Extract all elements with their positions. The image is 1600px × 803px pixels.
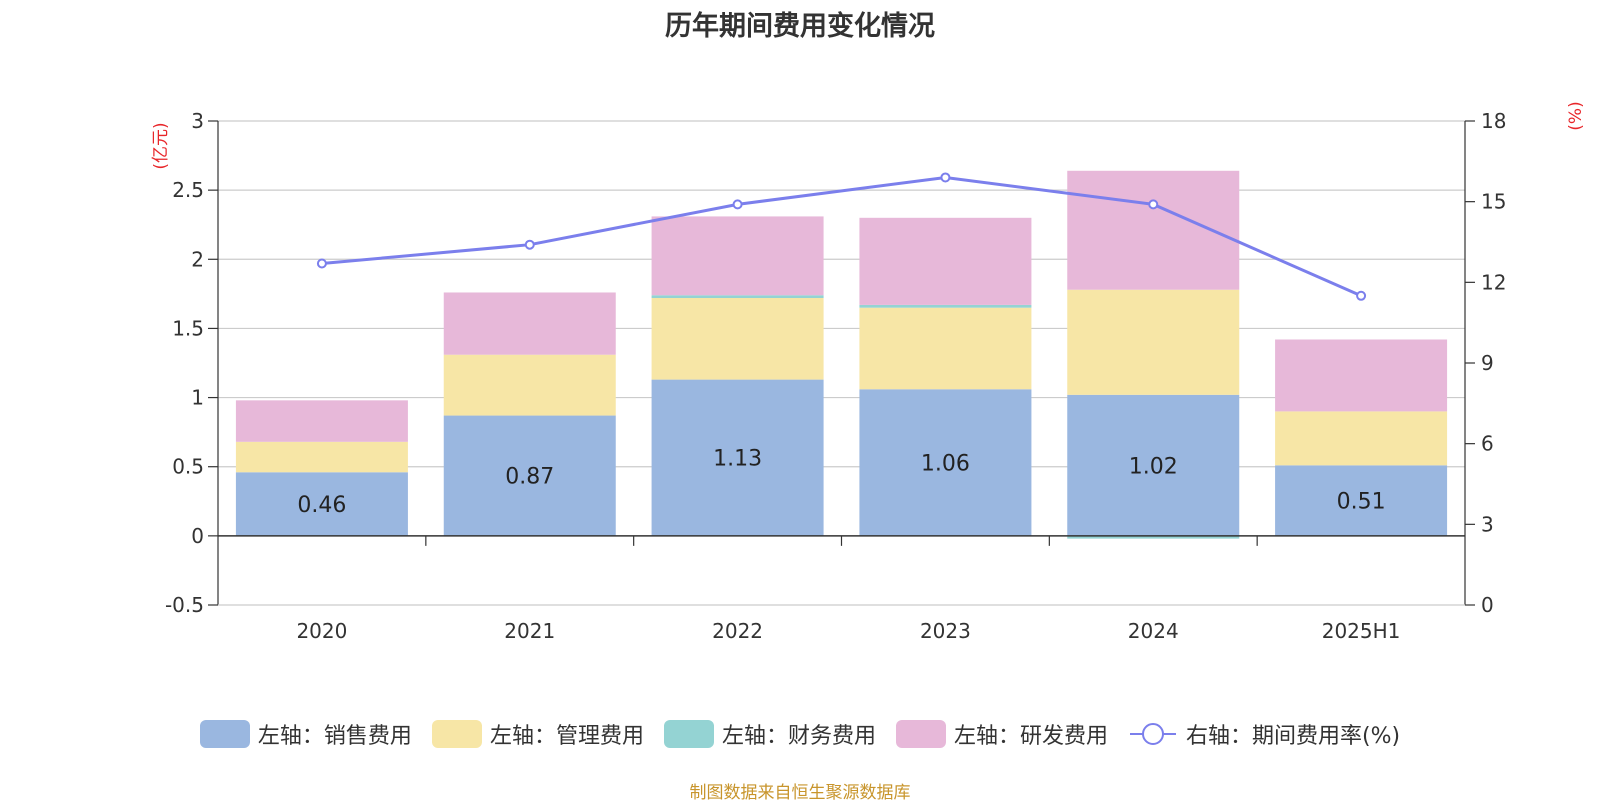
bar-segment [443,354,616,416]
legend-swatch-sales [199,720,250,748]
bar-segment [1067,535,1240,539]
bar-segment [859,217,1032,305]
bar-segment [443,415,616,536]
right-axis-tick-label: 9 [1481,351,1494,375]
right-axis-tick-label: 0 [1481,593,1494,617]
right-axis-unit: (%) [1566,101,1586,130]
bar-segment [651,216,824,296]
data-source-note: 制图数据来自恒生聚源数据库 [689,783,911,803]
legend-item-sales[interactable]: 左轴：销售费用 [199,718,412,750]
category-label: 2024 [1128,619,1179,643]
bar-segment [859,389,1032,536]
legend-item-admin[interactable]: 左轴：管理费用 [431,718,644,750]
left-axis-unit: (亿元) [151,122,171,169]
legend-swatch-admin [431,720,482,748]
rate-point [524,239,535,250]
left-axis-tick-label: 2.5 [172,178,204,202]
legend-line-rate-icon [1129,723,1176,745]
category-label: 2020 [296,619,347,643]
bar-segment [859,307,1032,390]
bar-segment [1067,289,1240,395]
legend-label-admin: 左轴：管理费用 [489,724,644,749]
right-axis-tick-label: 12 [1481,270,1506,294]
category-label: 2022 [712,619,763,643]
chart-legend: 左轴：销售费用 左轴：管理费用 左轴：财务费用 左轴：研发费用 右轴：期间费用率… [0,718,1600,750]
left-axis-tick-label: -0.5 [165,593,204,617]
bar-segment [1275,339,1448,412]
right-axis-tick-label: 3 [1481,512,1494,536]
category-label: 2025H1 [1322,619,1401,643]
left-axis-tick-label: 2 [191,247,204,271]
left-axis-tick-label: 0 [191,524,204,548]
bar-segment [651,298,824,380]
bar-segment [1275,465,1448,536]
bar-data-label: 0.51 [1337,490,1386,515]
bar-segment [859,304,1032,308]
bar-data-label: 1.06 [921,452,970,477]
left-axis-tick-label: 1 [191,386,204,410]
rate-point [316,258,327,269]
legend-swatch-rnd [895,720,946,748]
rate-point [1148,199,1159,210]
category-label: 2023 [920,619,971,643]
legend-item-rate[interactable]: 右轴：期间费用率(%) [1128,718,1400,750]
legend-item-finance[interactable]: 左轴：财务费用 [663,718,876,750]
bar-data-label: 0.46 [297,493,346,518]
left-axis-tick-label: 0.5 [172,455,204,479]
rate-point [940,172,951,183]
rate-point [732,199,743,210]
legend-swatch-finance [663,720,714,748]
rate-line [321,175,1362,298]
bar-segment [1275,411,1448,466]
bar-segment [235,472,408,536]
bar-segment [235,441,408,473]
category-label: 2021 [504,619,555,643]
legend-label-rnd: 左轴：研发费用 [953,724,1108,749]
bar-segment [651,379,824,536]
legend-label-rate: 右轴：期间费用率(%) [1185,724,1401,749]
bar-segment [443,292,616,355]
legend-label-finance: 左轴：财务费用 [721,724,876,749]
legend-item-rnd[interactable]: 左轴：研发费用 [895,718,1108,750]
right-axis-tick-label: 18 [1481,109,1506,133]
rate-point [1356,290,1367,301]
right-axis-tick-label: 15 [1481,190,1506,214]
left-axis-tick-label: 3 [191,109,204,133]
bar-segment [235,400,408,442]
chart-title: 历年期间费用变化情况 [665,11,935,42]
left-axis-tick-label: 1.5 [172,316,204,340]
bar-data-label: 0.87 [505,465,554,490]
bar-data-label: 1.02 [1129,454,1178,479]
bar-segment [651,295,824,299]
bar-data-label: 1.13 [713,447,762,472]
legend-label-sales: 左轴：销售费用 [257,724,412,749]
bar-segment [1067,394,1240,536]
right-axis-tick-label: 6 [1481,432,1494,456]
